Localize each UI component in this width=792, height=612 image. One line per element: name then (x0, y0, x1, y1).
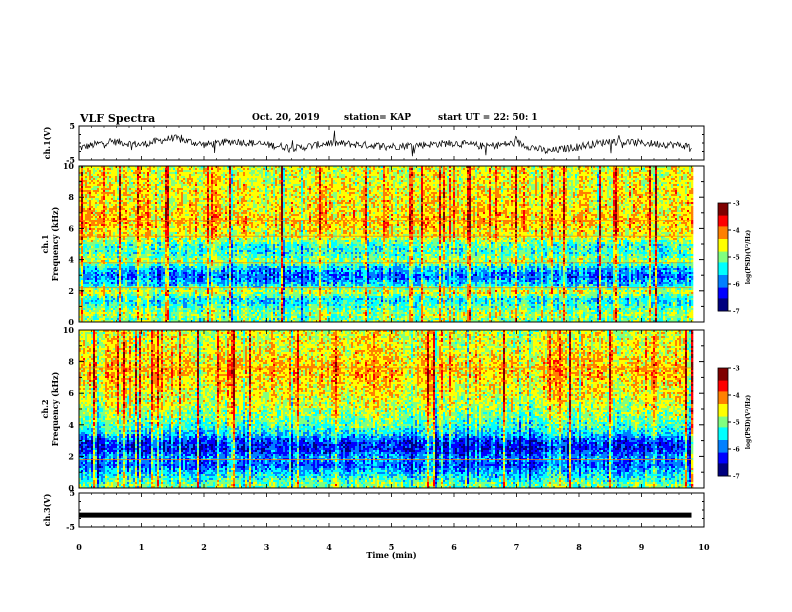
vlf-spectra-figure: 5-5ch.1(V)0246810ch.1 Frequency (kHz)-3-4… (0, 0, 792, 612)
ylabel-ch1: ch.1(V) (42, 126, 52, 159)
colorbar-label-ch1: log(PSD)(V²/Hz) (745, 230, 752, 285)
xtick-label: 4 (326, 542, 332, 552)
ytick-label-ch1: 4 (68, 255, 74, 265)
colorbar-tick-label-ch1: -5 (733, 255, 740, 262)
spectrogram-ch2 (79, 330, 693, 488)
xtick-label: 2 (201, 542, 207, 552)
ytick-label-ch1: 6 (68, 223, 74, 233)
ytick-label-ch2: 2 (68, 451, 74, 461)
ytick-label-ch2: 6 (68, 388, 74, 398)
panel-frame-ch3 (79, 493, 704, 527)
xtick-label: 8 (576, 542, 582, 552)
xtick-label: 3 (264, 542, 270, 552)
ytick-label-ch2: 10 (63, 325, 75, 335)
ylabel-ch3: ch.3(V) (42, 493, 52, 526)
ylabel-ch1: Frequency (kHz) (50, 206, 60, 281)
ytick-label-ch2: 8 (68, 357, 74, 367)
xtick-label: 1 (139, 542, 145, 552)
ytick-label-ch1: 2 (68, 286, 74, 296)
colorbar-tick-label-ch2: -3 (733, 366, 740, 373)
xaxis-title: Time (min) (366, 550, 416, 560)
colorbar-tick-label-ch2: -5 (733, 420, 740, 427)
colorbar-tick-label-ch1: -4 (733, 228, 740, 235)
xtick-label: 7 (514, 542, 520, 552)
ytick-label-ch2: 4 (68, 420, 74, 430)
colorbar-tick-label-ch2: -4 (733, 393, 740, 400)
colorbar-tick-label-ch1: -7 (733, 309, 740, 316)
colorbar-tick-label-ch1: -3 (733, 201, 740, 208)
ylabel-ch2: Frequency (kHz) (50, 371, 60, 446)
xtick-label: 6 (451, 542, 457, 552)
ytick-label-ch1: 8 (68, 192, 74, 202)
colorbar-tick-label-ch1: -6 (733, 282, 740, 289)
colorbar-tick-label-ch2: -7 (733, 474, 740, 481)
ytick-label-ch1: 5 (69, 121, 75, 131)
spectrogram-ch1 (79, 166, 693, 322)
colorbar-label-ch2: log(PSD)(V²/Hz) (745, 395, 752, 450)
xtick-label: 9 (639, 542, 645, 552)
xtick-label: 10 (698, 542, 710, 552)
channel-label-ch2: ch.2 (40, 399, 50, 418)
xtick-label: 0 (76, 542, 82, 552)
ytick-label-ch3: -5 (66, 522, 75, 532)
ytick-label-ch1: 10 (63, 161, 75, 171)
channel-label-ch1: ch.1 (40, 234, 50, 253)
ytick-label-ch3: 5 (69, 488, 75, 498)
colorbar-tick-label-ch2: -6 (733, 447, 740, 454)
